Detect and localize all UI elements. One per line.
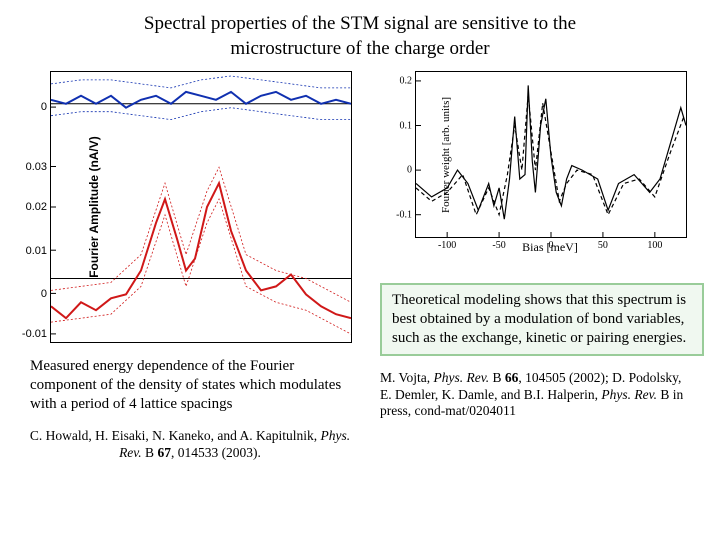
- right-reference: M. Vojta, Phys. Rev. B 66, 104505 (2002)…: [380, 370, 690, 421]
- right-chart: Fourier weight [arb. units] -100-5005010…: [415, 71, 687, 238]
- left-chart-ylabel: Fourier Amplitude (nA/V): [87, 137, 101, 279]
- right-chart-ylabel: Fourier weight [arb. units]: [440, 97, 452, 213]
- theory-box: Theoretical modeling shows that this spe…: [380, 283, 704, 355]
- page-title: Spectral properties of the STM signal ar…: [20, 12, 700, 61]
- left-caption: Measured energy dependence of the Fourie…: [30, 357, 360, 413]
- left-reference: C. Howald, H. Eisaki, N. Kaneko, and A. …: [20, 428, 360, 462]
- left-chart: Fourier Amplitude (nA/V) 00.030.020.010-…: [50, 71, 352, 343]
